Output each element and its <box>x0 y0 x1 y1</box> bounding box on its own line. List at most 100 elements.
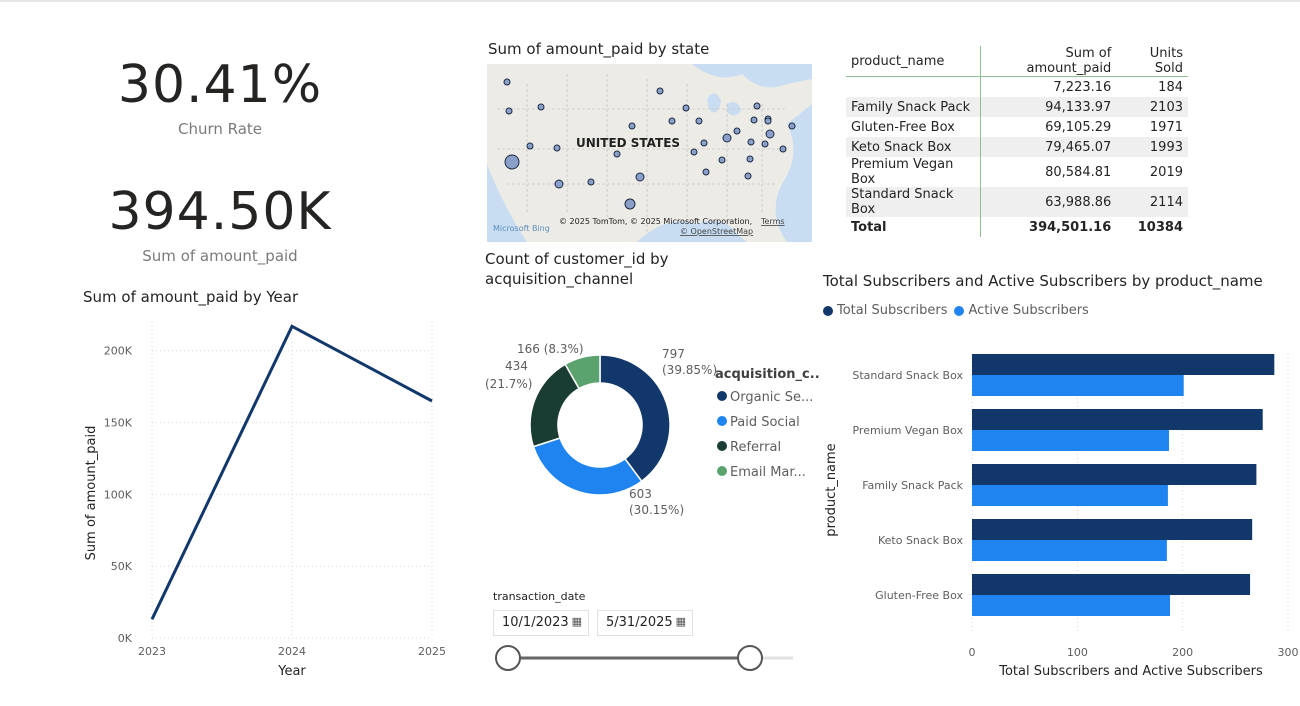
calendar-icon[interactable]: ▦ <box>675 615 686 628</box>
map-bubble[interactable] <box>690 148 698 156</box>
map-bubble[interactable] <box>744 172 752 180</box>
map-canvas[interactable]: UNITED STATES Microsoft Bing © 2025 TomT… <box>487 64 812 242</box>
map-bubble[interactable] <box>587 178 595 186</box>
table-cell: Keto Snack Box <box>846 137 981 157</box>
slider-start-handle[interactable] <box>495 645 521 671</box>
bar-total-subscribers[interactable] <box>972 574 1251 595</box>
bar-chart[interactable]: Standard Snack Box Premium Vegan Box Famil… <box>815 330 1300 690</box>
table-cell: 394,501.16 <box>1029 219 1112 235</box>
map-terms-link[interactable]: Terms <box>760 217 785 226</box>
bar-total-subscribers[interactable] <box>972 354 1275 375</box>
map-bubble[interactable] <box>779 145 787 153</box>
map-bubble[interactable] <box>788 122 796 130</box>
legend-label[interactable]: Organic Se... <box>730 390 813 405</box>
map-bubble[interactable] <box>668 117 676 125</box>
map-bubble[interactable] <box>761 140 769 148</box>
map-bubble[interactable] <box>695 117 703 125</box>
bar-total-subscribers[interactable] <box>972 464 1257 485</box>
map-bubble[interactable] <box>753 102 761 110</box>
map-bubble[interactable] <box>733 127 741 135</box>
donut-chart-title: Count of customer_id by acquisition_chan… <box>485 250 669 288</box>
map-bubble[interactable] <box>628 122 636 130</box>
slider-end-handle[interactable] <box>737 645 763 671</box>
map-bubble[interactable] <box>764 117 772 125</box>
line-chart[interactable]: 0K 50K 100K 150K 200K 2023 2024 2025 Sum of am… <box>60 310 460 680</box>
slice-label: (39.85%) <box>662 363 717 377</box>
end-date-input[interactable]: 5/31/2025 ▦ <box>597 610 693 636</box>
legend-active-subscribers[interactable]: Active Subscribers <box>954 303 1089 318</box>
legend-dot <box>717 391 727 401</box>
bar-active-subscribers[interactable] <box>972 595 1171 616</box>
x-tick-label: 100 <box>1067 646 1088 659</box>
map-bubble[interactable] <box>537 103 545 111</box>
map-bubble[interactable] <box>746 155 754 163</box>
map-bubble[interactable] <box>553 144 561 152</box>
start-date-input[interactable]: 10/1/2023 ▦ <box>493 610 589 636</box>
map-bubble[interactable] <box>526 142 534 150</box>
bar-total-subscribers[interactable] <box>972 409 1263 430</box>
table-cell: 10384 <box>1137 219 1183 235</box>
map-bubble[interactable] <box>503 78 511 86</box>
bar-total-subscribers[interactable] <box>972 519 1253 540</box>
map-bubble[interactable] <box>702 168 710 176</box>
table-header-amount[interactable]: Sum of amount_paid <box>980 46 1117 77</box>
date-range-slider[interactable] <box>493 643 798 673</box>
table-row[interactable]: Family Snack Pack 94,133.97 2103 <box>846 97 1188 117</box>
amount-kpi-value: 394.50K <box>108 182 332 242</box>
churn-rate-value: 30.41% <box>117 55 323 115</box>
table-row[interactable]: Gluten-Free Box 69,105.29 1971 <box>846 117 1188 137</box>
bar-active-subscribers[interactable] <box>972 375 1184 396</box>
donut-slice[interactable] <box>599 354 671 483</box>
legend-dot <box>954 305 965 316</box>
great-lakes-water <box>692 64 812 88</box>
map-bubble[interactable] <box>613 150 621 158</box>
map-bubble[interactable] <box>750 116 758 124</box>
map-bubble[interactable] <box>504 154 520 170</box>
legend-label[interactable]: Referral <box>730 440 781 455</box>
map-bubble[interactable] <box>765 129 775 139</box>
map-bubble[interactable] <box>554 179 564 189</box>
map-bubble[interactable] <box>718 156 726 164</box>
legend-total-subscribers[interactable]: Total Subscribers <box>823 303 947 318</box>
table-row[interactable]: Keto Snack Box 79,465.07 1993 <box>846 137 1188 157</box>
map-bubble[interactable] <box>656 87 664 95</box>
table-header-product[interactable]: product_name <box>846 46 981 77</box>
map-osm-link[interactable]: © OpenStreetMap <box>680 227 753 236</box>
table-row[interactable]: Premium Vegan Box 80,584.81 2019 <box>846 157 1188 187</box>
donut-chart[interactable]: 797 (39.85%) 603 (30.15%) 434 (21.7%) 166 (8.3… <box>475 330 820 530</box>
x-tick-label: 2024 <box>278 645 306 658</box>
state-map[interactable]: UNITED STATES Microsoft Bing © 2025 TomT… <box>487 64 812 242</box>
table-row[interactable]: 7,223.16 184 <box>846 76 1188 97</box>
bar-active-subscribers[interactable] <box>972 540 1167 561</box>
calendar-icon[interactable]: ▦ <box>571 615 582 628</box>
donut-slice[interactable] <box>564 354 601 390</box>
category-label: Premium Vegan Box <box>852 424 963 437</box>
amount-kpi-label: Sum of amount_paid <box>142 247 298 265</box>
slicer-label: transaction_date <box>493 590 586 603</box>
map-bubble[interactable] <box>722 133 732 143</box>
map-bubble[interactable] <box>635 172 645 182</box>
bar-active-subscribers[interactable] <box>972 485 1168 506</box>
table-cell: Premium Vegan Box <box>846 157 981 187</box>
map-bubble[interactable] <box>747 138 755 146</box>
table-cell: 1971 <box>1149 119 1183 135</box>
y-tick-label: 100K <box>104 488 133 501</box>
map-bubble[interactable] <box>505 107 513 115</box>
atlantic-water <box>775 104 812 242</box>
table-row[interactable]: Standard Snack Box 63,988.86 2114 <box>846 187 1188 217</box>
table-header-units[interactable]: Units Sold <box>1116 46 1188 77</box>
map-bubble[interactable] <box>682 104 690 112</box>
map-bubble[interactable] <box>624 198 636 210</box>
slice-label: 797 <box>662 347 685 361</box>
donut-slice[interactable] <box>532 437 643 496</box>
table-cell: 184 <box>1158 79 1183 95</box>
table-total-row: Total 394,501.16 10384 <box>846 217 1188 237</box>
legend-label[interactable]: Email Mar... <box>730 465 806 480</box>
table-cell: 63,988.86 <box>980 187 1117 217</box>
y-tick-label: 50K <box>111 560 133 573</box>
category-label: Family Snack Pack <box>862 479 963 492</box>
legend-label[interactable]: Paid Social <box>730 415 800 430</box>
line-series[interactable] <box>150 324 433 620</box>
bar-active-subscribers[interactable] <box>972 430 1169 451</box>
map-bubble[interactable] <box>700 139 708 147</box>
